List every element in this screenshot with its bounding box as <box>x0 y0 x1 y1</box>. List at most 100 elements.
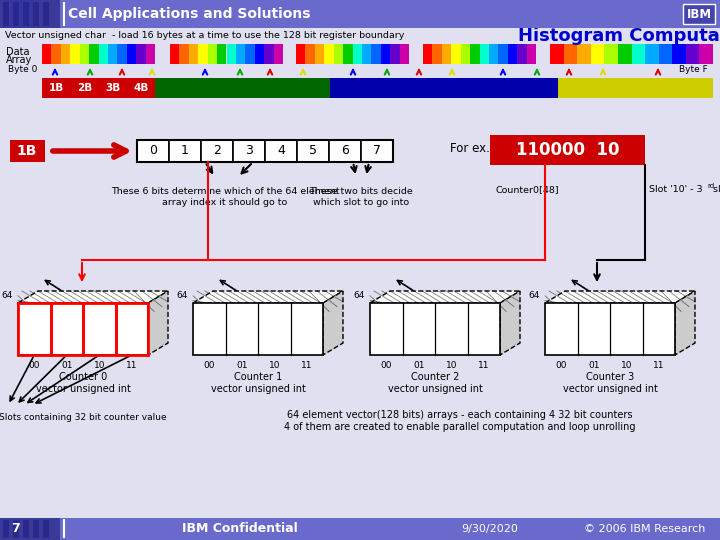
Text: Counter 1: Counter 1 <box>234 372 282 382</box>
Bar <box>264 44 274 64</box>
Text: 7: 7 <box>373 145 381 158</box>
Bar <box>618 44 631 64</box>
Bar <box>43 520 49 538</box>
Text: 64: 64 <box>1 291 13 300</box>
Text: vector unsigned int: vector unsigned int <box>35 384 130 394</box>
Text: 7: 7 <box>11 523 19 536</box>
Bar <box>13 520 19 538</box>
Text: Histogram Computation: Histogram Computation <box>518 27 720 45</box>
Bar <box>18 303 148 355</box>
Text: 4: 4 <box>277 145 285 158</box>
Text: Byte F: Byte F <box>679 64 708 73</box>
Bar <box>508 44 517 64</box>
Bar <box>324 44 333 64</box>
Bar <box>659 44 672 64</box>
Bar <box>217 44 227 64</box>
Text: array index it should go to: array index it should go to <box>163 198 287 207</box>
Text: These 6 bits determine which of the 64 element: These 6 bits determine which of the 64 e… <box>111 187 339 196</box>
Bar <box>645 44 659 64</box>
Bar <box>51 44 60 64</box>
Bar <box>297 140 329 162</box>
Text: Slot '10' - 3: Slot '10' - 3 <box>649 185 703 194</box>
Bar <box>381 44 390 64</box>
Bar <box>545 303 675 355</box>
Bar <box>672 44 686 64</box>
Bar <box>470 44 480 64</box>
Text: Counter0[48]: Counter0[48] <box>495 185 559 194</box>
Bar <box>3 2 9 26</box>
Bar <box>60 44 71 64</box>
Bar <box>117 44 127 64</box>
Bar <box>686 44 699 64</box>
Bar <box>343 44 353 64</box>
Bar <box>296 44 305 64</box>
Text: 2B: 2B <box>77 83 92 93</box>
Text: which slot to go into: which slot to go into <box>313 198 409 207</box>
Bar <box>80 44 89 64</box>
Bar <box>604 44 618 64</box>
Bar <box>42 44 51 64</box>
Bar <box>99 44 108 64</box>
Polygon shape <box>675 291 695 355</box>
Text: 3B: 3B <box>105 83 120 93</box>
Bar <box>23 2 29 26</box>
Bar <box>179 44 189 64</box>
Bar <box>193 303 323 355</box>
Bar <box>33 2 39 26</box>
Text: 3: 3 <box>245 145 253 158</box>
Text: 64: 64 <box>528 291 540 300</box>
Bar <box>83 303 115 355</box>
Text: 64: 64 <box>176 291 188 300</box>
Bar <box>361 140 393 162</box>
Bar <box>400 44 409 64</box>
Text: 4B: 4B <box>133 83 148 93</box>
Text: Array: Array <box>6 55 32 65</box>
Polygon shape <box>545 291 695 303</box>
Bar <box>50 303 83 355</box>
Bar <box>517 44 526 64</box>
Text: 10: 10 <box>94 361 105 369</box>
Bar <box>526 44 536 64</box>
Bar <box>461 44 470 64</box>
Bar <box>590 44 604 64</box>
Text: rd: rd <box>707 183 714 189</box>
Bar <box>390 44 400 64</box>
Text: IBM Confidential: IBM Confidential <box>182 523 298 536</box>
Text: 0: 0 <box>149 145 157 158</box>
Text: Slots containing 32 bit counter value: Slots containing 32 bit counter value <box>0 413 167 422</box>
Bar <box>137 140 393 162</box>
Bar <box>108 44 117 64</box>
Bar <box>155 78 330 98</box>
Bar <box>442 44 451 64</box>
Bar <box>274 44 283 64</box>
Text: 01: 01 <box>236 361 248 369</box>
Bar <box>27 0 33 28</box>
Bar <box>246 44 255 64</box>
Bar <box>127 44 136 64</box>
Text: vector unsigned int: vector unsigned int <box>562 384 657 394</box>
Text: Counter 2: Counter 2 <box>411 372 459 382</box>
Text: 00: 00 <box>380 361 392 369</box>
Text: Counter 3: Counter 3 <box>586 372 634 382</box>
Bar <box>0 518 60 540</box>
Text: Byte 0: Byte 0 <box>8 64 37 73</box>
Bar <box>145 44 155 64</box>
Bar <box>71 44 80 64</box>
Text: slot: slot <box>710 185 720 194</box>
Bar <box>10 140 45 162</box>
Bar <box>42 78 155 98</box>
Bar <box>198 44 207 64</box>
Bar <box>0 0 60 28</box>
Bar <box>3 0 9 28</box>
Bar <box>89 44 99 64</box>
Text: 1B: 1B <box>17 144 37 158</box>
Text: 4 of them are created to enable parallel computation and loop unrolling: 4 of them are created to enable parallel… <box>284 422 636 432</box>
Bar <box>330 78 558 98</box>
Bar <box>550 44 564 64</box>
Bar <box>207 44 217 64</box>
Text: 64: 64 <box>354 291 365 300</box>
Text: 10: 10 <box>269 361 280 369</box>
Text: For ex.: For ex. <box>450 141 490 154</box>
Bar <box>498 44 508 64</box>
Text: 11: 11 <box>126 361 138 369</box>
